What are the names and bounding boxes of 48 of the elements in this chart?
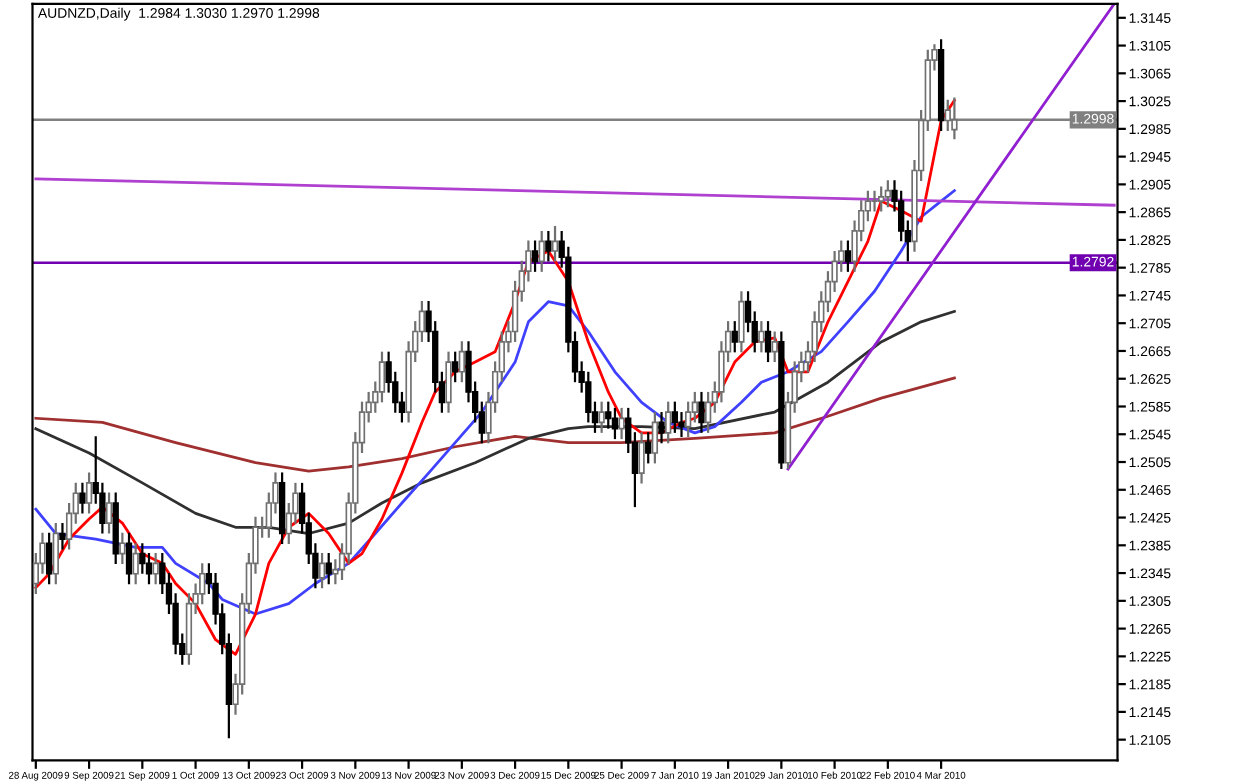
candlestick: [871, 189, 878, 213]
candlestick: [698, 390, 705, 434]
candlestick: [731, 320, 738, 354]
candlestick: [844, 239, 852, 273]
candlestick: [152, 551, 159, 586]
candlestick: [325, 551, 332, 586]
line-series: [34, 376, 956, 473]
candlestick: [119, 531, 126, 566]
candlestick: [611, 406, 619, 441]
candlestick: [45, 531, 53, 586]
candlestick: [684, 400, 692, 439]
candlestick: [132, 542, 139, 586]
candlestick: [85, 471, 93, 515]
candlestick: [758, 320, 765, 354]
candlestick: [545, 229, 552, 263]
candlestick: [105, 491, 113, 535]
line-series: [34, 189, 956, 616]
candlestick: [645, 431, 652, 465]
candlestick: [738, 290, 745, 354]
candlestick: [638, 431, 645, 485]
candlestick: [318, 551, 326, 590]
candlestick: [551, 224, 559, 263]
candlestick: [79, 481, 86, 515]
candlestick: [658, 410, 665, 445]
candlestick: [764, 320, 772, 364]
candlestick: [771, 330, 778, 364]
candlestick: [59, 521, 66, 551]
candlestick: [944, 98, 951, 133]
candlestick: [678, 410, 685, 439]
line-series: [34, 99, 956, 656]
candlestick: [538, 229, 545, 273]
candlestick: [704, 390, 712, 434]
candlestick: [458, 340, 466, 384]
candlestick: [125, 531, 133, 586]
candlestick: [878, 185, 885, 213]
candlestick: [671, 400, 679, 434]
candlestick: [618, 406, 625, 441]
candlestick: [199, 562, 206, 606]
candlestick: [951, 96, 958, 141]
candlestick: [445, 350, 452, 414]
candlestick: [651, 410, 659, 465]
candlestick: [598, 400, 605, 434]
candlestick: [665, 400, 672, 445]
candlestick: [452, 350, 459, 384]
candlestick: [884, 179, 892, 209]
candlestick: [52, 521, 59, 586]
candlestick: [145, 551, 153, 586]
candlestick: [531, 239, 539, 273]
